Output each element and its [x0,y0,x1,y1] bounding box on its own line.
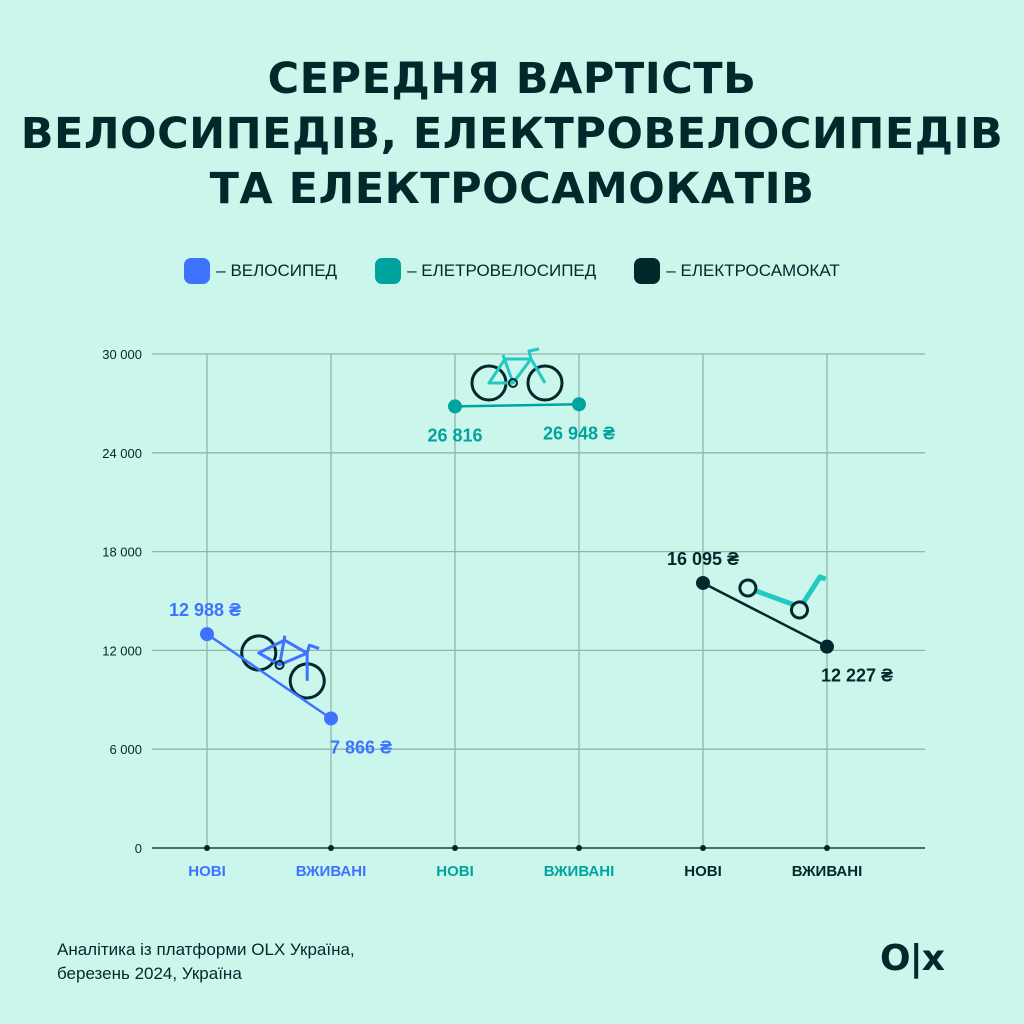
data-label: 12 988 ₴ [169,600,241,620]
footer-source: Аналітика із платформи OLX Україна, бере… [57,938,355,986]
legend-swatch [375,258,402,284]
title-line: ВЕЛОСИПЕДІВ, ЕЛЕКТРОВЕЛОСИПЕДІВ [20,109,1004,159]
legend-item-scooter: – ЕЛЕКТРОСАМОКАТ [634,258,840,284]
x-tick-dot [452,845,458,851]
data-label: 26 948 ₴ [543,423,615,443]
data-point [572,397,586,412]
x-tick-label: НОВІ [188,863,226,880]
legend-label: – ЕЛЕТРОВЕЛОСИПЕД [407,261,597,280]
x-tick-label: ВЖИВАНІ [792,863,863,880]
x-tick-dot [824,845,830,851]
x-tick-label: ВЖИВАНІ [296,863,367,880]
x-tick-dot [328,845,334,851]
data-point [448,399,462,414]
y-tick-label: 24 000 [102,446,142,461]
x-tick-dot [700,845,706,851]
legend: – ВЕЛОСИПЕД – ЕЛЕТРОВЕЛОСИПЕД – ЕЛЕКТРОС… [0,258,1024,284]
x-tick-dot [204,845,210,851]
y-tick-label: 6 000 [109,742,142,757]
chart-title: СЕРЕДНЯ ВАРТІСТЬ ВЕЛОСИПЕДІВ, ЕЛЕКТРОВЕЛ… [0,52,1024,217]
data-point [324,711,338,726]
footer-line: Аналітика із платформи OLX Україна, [57,940,355,959]
legend-swatch [184,258,211,284]
legend-label: – ЕЛЕКТРОСАМОКАТ [666,261,840,280]
x-tick-dot [576,845,582,851]
data-label: 7 866 ₴ [330,737,392,757]
x-tick-label: НОВІ [436,863,474,880]
data-point [820,639,834,654]
data-label: 12 227 ₴ [821,666,893,686]
legend-label: – ВЕЛОСИПЕД [216,261,338,280]
y-tick-label: 12 000 [102,643,142,658]
data-label: 26 816 [427,425,482,445]
bicycle-icon [240,634,326,700]
series-line [206,633,332,720]
series-line [454,403,580,408]
ebike-icon [470,347,564,402]
x-tick-label: НОВІ [684,863,722,880]
data-label: 16 095 ₴ [667,549,739,569]
data-point [200,627,214,642]
series-line [702,581,828,648]
footer-line: березень 2024, Україна [57,964,242,983]
title-line: СЕРЕДНЯ ВАРТІСТЬ [267,54,757,104]
x-tick-label: ВЖИВАНІ [544,863,615,880]
y-tick-label: 18 000 [102,545,142,560]
title-line: ТА ЕЛЕКТРОСАМОКАТІВ [209,164,815,214]
olx-logo: O|x [880,938,945,979]
y-tick-label: 0 [135,841,142,856]
legend-swatch [634,258,661,284]
legend-item-ebike: – ЕЛЕТРОВЕЛОСИПЕД [375,258,596,284]
legend-item-bicycle: – ВЕЛОСИПЕД [184,258,337,284]
y-tick-label: 30 000 [102,347,142,362]
scooter-icon [738,574,827,620]
data-point [696,575,710,590]
